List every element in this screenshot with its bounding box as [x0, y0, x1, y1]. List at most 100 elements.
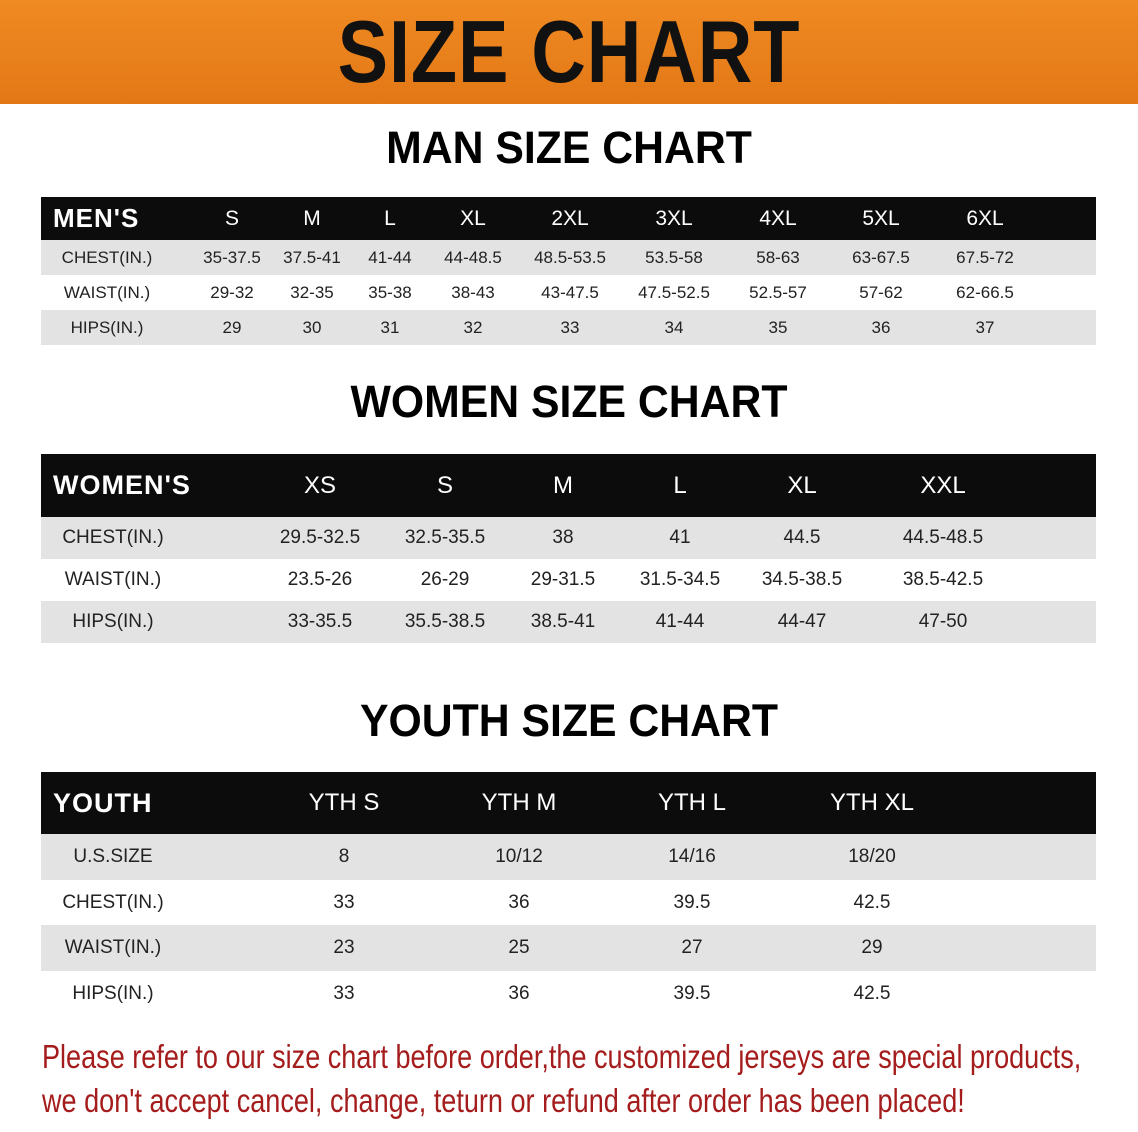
- men-table-cell: 57-62: [859, 283, 903, 302]
- men-size-header: XL: [460, 207, 486, 230]
- youth-header-label: YOUTH: [53, 788, 153, 818]
- men-table-cell: 37.5-41: [283, 248, 341, 267]
- youth-table-cell: 8: [338, 846, 350, 867]
- men-table-cell: 31: [380, 318, 400, 337]
- women-table-row: CHEST(IN.) 29.5-32.5 32.5-35.5 38 41 44.5 44.5…: [41, 517, 1096, 559]
- youth-table-cell: 36: [508, 982, 530, 1004]
- men-table-cell: 58-63: [756, 248, 800, 267]
- women-table-cell: 44.5-48.5: [902, 527, 984, 548]
- youth-section-title: YOUTH SIZE CHART: [359, 695, 778, 746]
- youth-size-header: YTH XL: [829, 789, 915, 816]
- women-table-cell: 29-31.5: [530, 569, 596, 590]
- men-table-row: HIPS(IN.) 29 30 31 32 33 34 35 36 37: [41, 310, 1096, 345]
- men-table-cell: 35-38: [368, 283, 412, 302]
- youth-header-row: YOUTH YTH S YTH M YTH L YTH XL: [41, 772, 1096, 834]
- men-size-header: 6XL: [966, 207, 1004, 230]
- men-table-cell: 62-66.5: [956, 283, 1014, 302]
- women-table-cell: 35.5-38.5: [404, 611, 486, 632]
- men-header-label: MEN'S: [53, 203, 140, 233]
- women-table-cell: 38.5-42.5: [902, 569, 984, 590]
- women-header-row: WOMEN'S XS S M L XL XXL: [41, 454, 1096, 517]
- notice-line-2: we don't accept cancel, change, teturn o…: [42, 1082, 965, 1119]
- youth-table-row: HIPS(IN.) 33 36 39.5 42.5: [41, 971, 1096, 1017]
- youth-table-cell: 33: [333, 982, 355, 1004]
- men-table-cell: 63-67.5: [852, 248, 910, 267]
- women-table-cell: 38: [552, 527, 574, 548]
- youth-row-label: WAIST(IN.): [64, 937, 162, 958]
- men-table-cell: 52.5-57: [749, 283, 807, 302]
- youth-table-cell: 10/12: [495, 846, 543, 867]
- women-table-cell: 47-50: [918, 611, 968, 632]
- women-row-label: CHEST(IN.): [62, 527, 164, 548]
- women-table-cell: 34.5-38.5: [761, 569, 843, 590]
- women-section-title: WOMEN SIZE CHART: [350, 376, 788, 427]
- youth-table-cell: 25: [508, 937, 530, 958]
- men-row-label: HIPS(IN.): [70, 318, 144, 337]
- men-table-row: WAIST(IN.) 29-32 32-35 35-38 38-43 43-47.5 47.…: [41, 275, 1096, 310]
- banner-title: SIZE CHART: [337, 2, 801, 101]
- women-row-label: HIPS(IN.): [72, 611, 154, 632]
- men-size-header: 2XL: [551, 207, 589, 230]
- youth-table-cell: 18/20: [848, 846, 896, 867]
- youth-table-cell: 27: [681, 937, 703, 958]
- men-table-cell: 35: [768, 318, 788, 337]
- youth-table-cell: 14/16: [668, 846, 716, 867]
- women-size-header: S: [436, 472, 454, 499]
- women-table-cell: 44-47: [777, 611, 827, 632]
- men-table-cell: 36: [871, 318, 891, 337]
- youth-table-cell: 33: [333, 891, 355, 913]
- men-table-cell: 53.5-58: [645, 248, 703, 267]
- men-table-cell: 47.5-52.5: [638, 283, 710, 302]
- youth-table-cell: 36: [508, 891, 530, 913]
- men-table-cell: 30: [302, 318, 322, 337]
- men-table-cell: 41-44: [368, 248, 412, 267]
- men-size-header: L: [384, 207, 396, 230]
- men-table-cell: 37: [975, 318, 995, 337]
- women-table-row: WAIST(IN.) 23.5-26 26-29 29-31.5 31.5-34.5 34…: [41, 559, 1096, 601]
- youth-row-label: CHEST(IN.): [62, 891, 164, 913]
- youth-table-cell: 42.5: [853, 982, 891, 1004]
- notice-line-1: Please refer to our size chart before or…: [42, 1038, 1082, 1075]
- men-table-cell: 67.5-72: [956, 248, 1014, 267]
- men-row-label: WAIST(IN.): [63, 283, 151, 302]
- women-table-cell: 32.5-35.5: [404, 527, 486, 548]
- men-header-row: MEN'S S M L XL 2XL 3XL 4XL 5XL 6XL: [41, 197, 1096, 240]
- men-row-label: CHEST(IN.): [61, 248, 153, 267]
- men-table-cell: 44-48.5: [444, 248, 502, 267]
- women-table-cell: 41-44: [655, 611, 705, 632]
- men-table-cell: 38-43: [451, 283, 495, 302]
- youth-size-header: YTH S: [308, 789, 380, 816]
- youth-table-cell: 42.5: [853, 891, 891, 913]
- men-table-cell: 48.5-53.5: [534, 248, 606, 267]
- men-table-cell: 35-37.5: [203, 248, 261, 267]
- youth-table-cell: 39.5: [673, 891, 711, 913]
- youth-row-label: U.S.SIZE: [73, 846, 153, 867]
- women-table-row: HIPS(IN.) 33-35.5 35.5-38.5 38.5-41 41-44 44-…: [41, 601, 1096, 643]
- men-table-cell: 29: [222, 318, 242, 337]
- women-size-header: XL: [787, 472, 817, 499]
- women-table-cell: 23.5-26: [287, 569, 353, 590]
- youth-table-cell: 23: [333, 937, 355, 958]
- women-table-cell: 31.5-34.5: [639, 569, 721, 590]
- women-size-header: L: [673, 472, 687, 499]
- women-size-header: M: [553, 472, 573, 499]
- women-size-header: XS: [303, 472, 337, 499]
- women-table-cell: 29.5-32.5: [279, 527, 361, 548]
- men-table-cell: 33: [560, 318, 580, 337]
- women-table-cell: 26-29: [420, 569, 470, 590]
- youth-table-row: U.S.SIZE 8 10/12 14/16 18/20: [41, 834, 1096, 880]
- men-table-cell: 32: [463, 318, 483, 337]
- men-size-header: M: [303, 207, 321, 230]
- women-row-label: WAIST(IN.): [64, 569, 162, 590]
- men-size-header: 5XL: [862, 207, 900, 230]
- men-size-header: S: [224, 207, 240, 230]
- men-section-title: MAN SIZE CHART: [386, 122, 752, 173]
- men-table-row: CHEST(IN.) 35-37.5 37.5-41 41-44 44-48.5 48.5…: [41, 240, 1096, 275]
- youth-table-cell: 39.5: [673, 982, 711, 1004]
- women-size-header: XXL: [920, 472, 966, 499]
- men-table-cell: 29-32: [210, 283, 254, 302]
- women-table-cell: 33-35.5: [287, 611, 353, 632]
- youth-table-row: CHEST(IN.) 33 36 39.5 42.5: [41, 880, 1096, 926]
- youth-table-cell: 29: [861, 937, 883, 958]
- youth-size-header: YTH M: [481, 789, 557, 816]
